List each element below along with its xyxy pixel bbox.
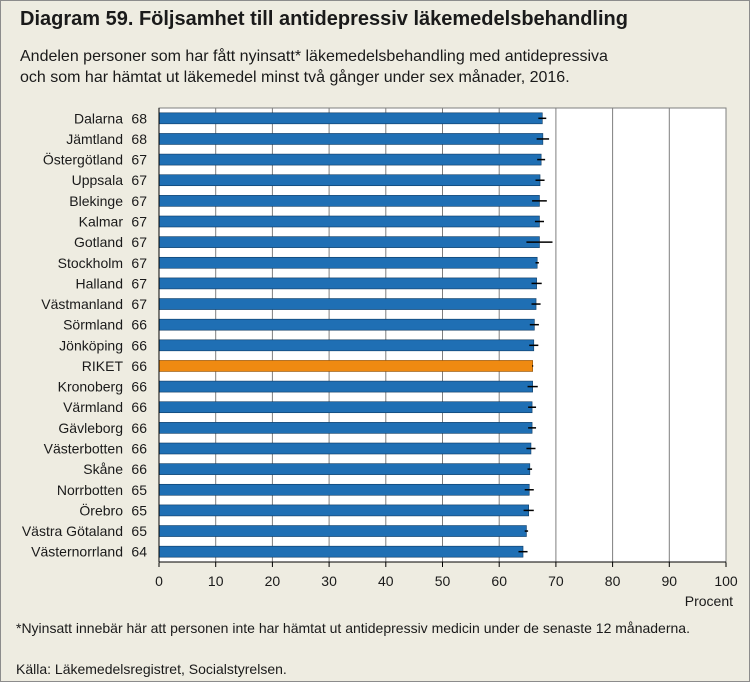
bar xyxy=(158,215,540,228)
value-label: 67 xyxy=(131,172,147,188)
x-tick-label: 40 xyxy=(378,573,394,589)
value-label: 67 xyxy=(131,296,147,312)
footnote: *Nyinsatt innebär här att personen inte … xyxy=(16,620,690,636)
bar xyxy=(158,277,537,290)
bar xyxy=(158,318,535,331)
value-label: 67 xyxy=(131,255,147,271)
x-tick-label: 100 xyxy=(714,573,738,589)
x-tick-label: 30 xyxy=(321,573,337,589)
bar xyxy=(158,401,533,414)
category-label: Jämtland xyxy=(66,131,123,147)
category-label: Skåne xyxy=(83,461,123,477)
value-label: 67 xyxy=(131,214,147,230)
x-tick-label: 10 xyxy=(208,573,224,589)
x-tick-label: 90 xyxy=(662,573,678,589)
bar xyxy=(158,236,540,248)
bar xyxy=(158,339,535,352)
value-label: 65 xyxy=(131,482,147,498)
bar xyxy=(158,442,532,455)
category-label: Sörmland xyxy=(63,317,123,333)
category-label: Västra Götaland xyxy=(22,523,123,539)
bar xyxy=(158,380,533,393)
value-label: 66 xyxy=(131,379,147,395)
subtitle-line-2: och som har hämtat ut läkemedel minst tv… xyxy=(20,69,570,86)
value-label: 67 xyxy=(131,193,147,209)
category-label: Dalarna xyxy=(74,110,123,126)
x-tick-label: 20 xyxy=(265,573,281,589)
chart-subtitle: Andelen personer som har fått nyinsatt* … xyxy=(20,46,608,88)
value-label: 66 xyxy=(131,441,147,457)
bar xyxy=(158,545,524,558)
category-label: Norrbotten xyxy=(57,482,123,498)
category-label: Kronoberg xyxy=(58,379,123,395)
bar xyxy=(158,195,540,207)
category-label: Värmland xyxy=(63,399,123,415)
category-label: RIKET xyxy=(82,358,124,374)
bar xyxy=(158,112,543,125)
category-label: Blekinge xyxy=(69,193,123,209)
value-label: 67 xyxy=(131,275,147,291)
category-label: Gävleborg xyxy=(58,420,123,436)
bar xyxy=(158,483,530,496)
value-label: 66 xyxy=(131,399,147,415)
bar-riket xyxy=(158,360,533,372)
x-tick-label: 60 xyxy=(491,573,507,589)
bar xyxy=(158,174,541,187)
category-label: Jönköping xyxy=(59,337,123,353)
value-label: 66 xyxy=(131,461,147,477)
x-axis-title: Procent xyxy=(685,593,733,609)
category-label: Gotland xyxy=(74,234,123,250)
x-tick-label: 0 xyxy=(155,573,163,589)
category-label: Östergötland xyxy=(43,151,123,168)
value-label: 64 xyxy=(131,544,147,560)
category-label: Kalmar xyxy=(79,214,124,230)
bar xyxy=(158,133,544,145)
bar xyxy=(158,298,537,310)
subtitle-line-1: Andelen personer som har fått nyinsatt* … xyxy=(20,48,608,65)
category-label: Uppsala xyxy=(72,172,124,188)
x-tick-label: 80 xyxy=(605,573,621,589)
value-label: 68 xyxy=(131,131,147,147)
value-label: 65 xyxy=(131,523,147,539)
x-tick-label: 70 xyxy=(548,573,564,589)
x-tick-label: 50 xyxy=(435,573,451,589)
chart-title: Diagram 59. Följsamhet till antidepressi… xyxy=(20,8,628,30)
value-label: 66 xyxy=(131,317,147,333)
category-label: Stockholm xyxy=(58,255,123,271)
value-label: 68 xyxy=(131,110,147,126)
category-label: Örebro xyxy=(79,501,123,518)
bar xyxy=(158,256,538,269)
category-label: Västerbotten xyxy=(44,441,123,457)
bar xyxy=(158,463,531,475)
category-label: Halland xyxy=(76,275,123,291)
bar xyxy=(158,504,529,517)
source-note: Källa: Läkemedelsregistret, Socialstyrel… xyxy=(16,661,287,677)
value-label: 66 xyxy=(131,337,147,353)
bar xyxy=(158,153,542,166)
value-label: 67 xyxy=(131,234,147,250)
value-label: 65 xyxy=(131,502,147,518)
value-label: 67 xyxy=(131,152,147,168)
category-label: Västmanland xyxy=(41,296,123,312)
bar xyxy=(158,525,527,537)
bar xyxy=(158,422,533,434)
category-label: Västernorrland xyxy=(31,544,123,560)
value-label: 66 xyxy=(131,420,147,436)
value-label: 66 xyxy=(131,358,147,374)
